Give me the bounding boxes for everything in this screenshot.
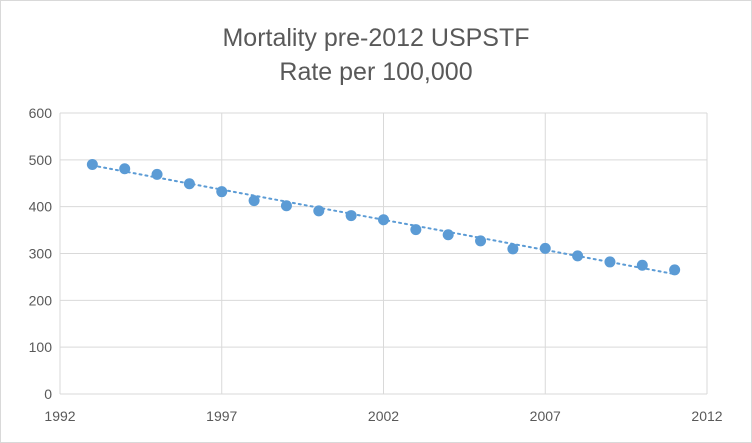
x-tick-label: 2002 xyxy=(368,408,399,424)
data-point xyxy=(216,186,228,198)
x-tick-label: 2012 xyxy=(691,408,722,424)
data-point xyxy=(86,159,98,171)
data-point xyxy=(507,243,519,255)
data-point xyxy=(119,163,131,175)
data-point xyxy=(669,264,681,276)
axis-tick-labels: 0 100 200 300 400 500 600 1992 1997 2002 2007 2012 xyxy=(29,105,723,424)
data-point xyxy=(151,168,163,180)
x-tick-label: 2007 xyxy=(530,408,561,424)
y-tick-label: 100 xyxy=(29,339,53,355)
data-point xyxy=(604,256,616,268)
y-tick-label: 500 xyxy=(29,152,53,168)
y-tick-label: 400 xyxy=(29,199,53,215)
y-tick-label: 300 xyxy=(29,246,53,262)
data-point xyxy=(475,235,487,247)
gridlines xyxy=(59,112,708,395)
data-point xyxy=(183,178,195,190)
data-point xyxy=(345,210,357,222)
data-point xyxy=(313,205,325,217)
y-tick-label: 200 xyxy=(29,292,53,308)
data-point xyxy=(636,259,648,271)
data-point xyxy=(410,224,422,236)
data-point xyxy=(248,195,260,207)
data-point xyxy=(280,200,292,212)
y-tick-label: 600 xyxy=(29,105,53,121)
chart-title-line-2: Rate per 100,000 xyxy=(279,58,472,86)
data-point xyxy=(378,214,389,226)
data-point xyxy=(572,250,584,262)
x-tick-label: 1997 xyxy=(206,408,237,424)
data-point xyxy=(539,242,551,254)
y-tick-label: 0 xyxy=(44,386,52,402)
data-point xyxy=(442,229,454,241)
data-points xyxy=(86,159,681,276)
x-tick-label: 1992 xyxy=(44,408,75,424)
chart-title-line-1: Mortality pre-2012 USPSTF xyxy=(222,24,529,52)
